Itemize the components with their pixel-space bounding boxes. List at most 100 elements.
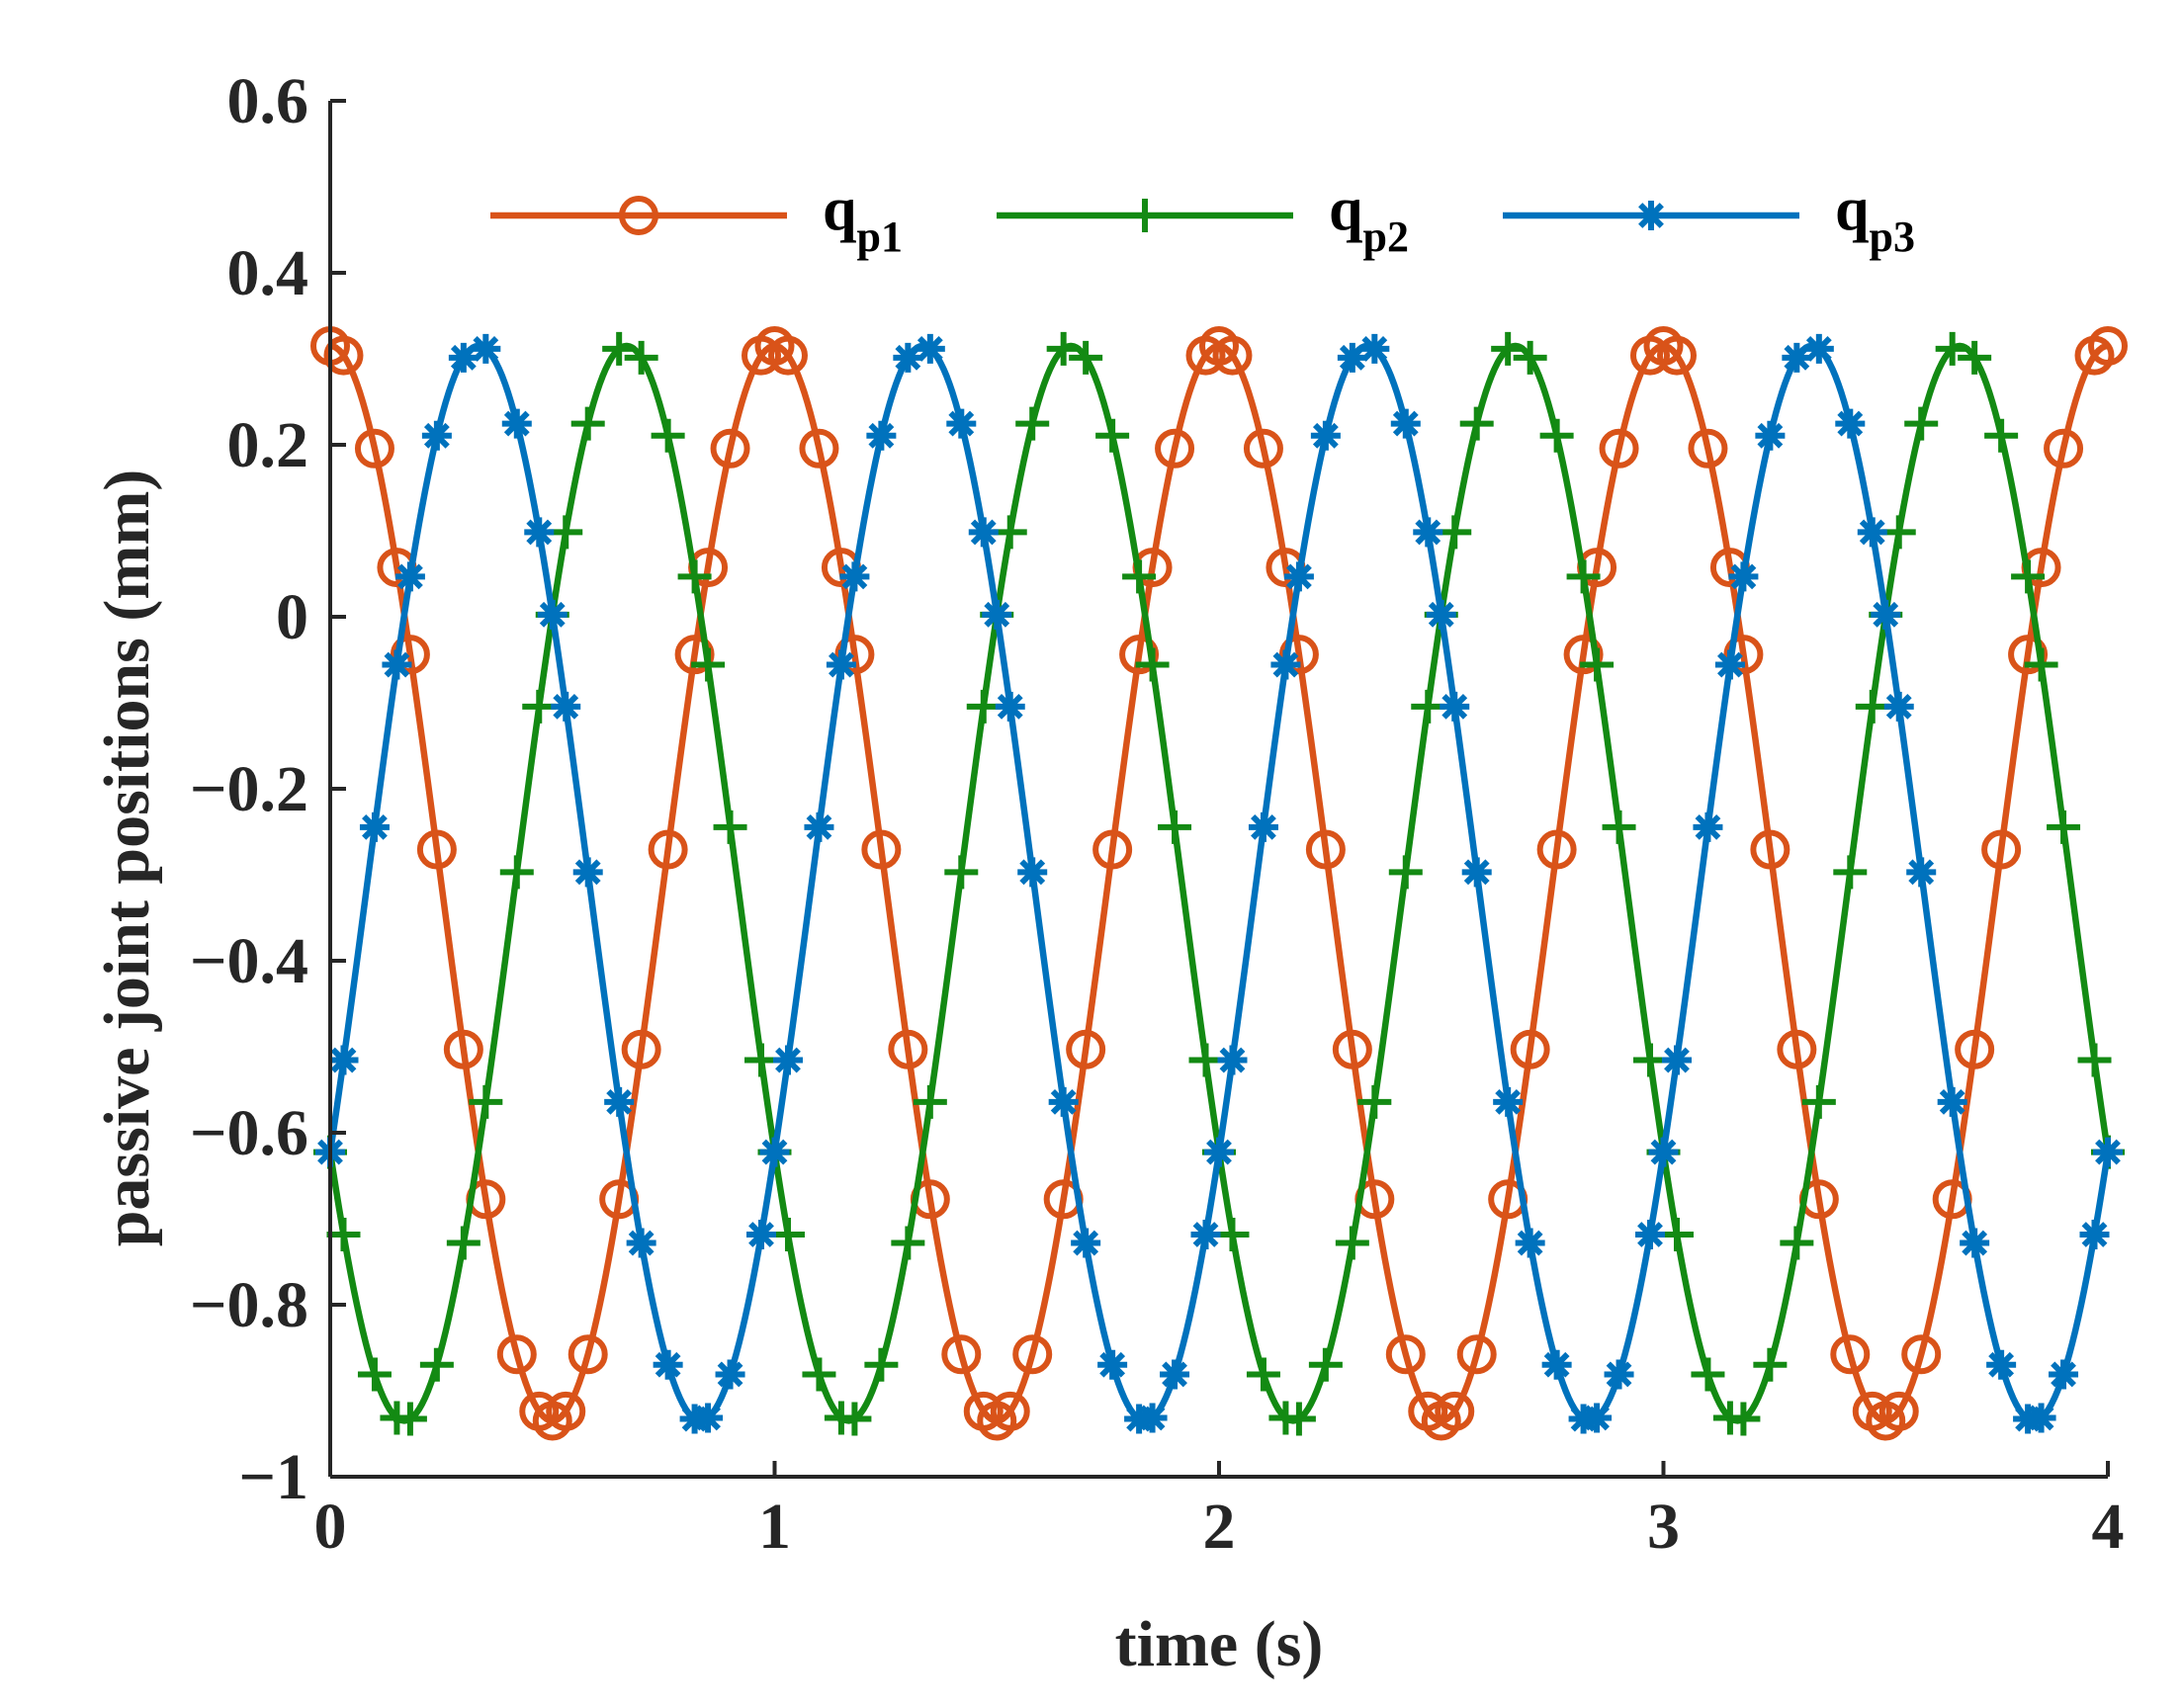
point-p2-53 [1491, 331, 1526, 366]
series-layer [310, 325, 2128, 1441]
point-p3-46 [1337, 342, 1367, 373]
point-p1-72 [1901, 1334, 1942, 1375]
point-p3-8 [501, 408, 532, 439]
point-p1-44 [1278, 635, 1319, 675]
point-p2-72 [1904, 406, 1939, 441]
point-p1-2 [354, 428, 394, 469]
x-tick-label: 2 [1203, 1491, 1236, 1563]
point-p3-67 [1803, 333, 1834, 364]
point-p1-62 [1688, 428, 1728, 469]
point-p2-35 [1095, 418, 1130, 453]
point-p3-3 [382, 649, 412, 680]
point-p3-9 [524, 517, 555, 548]
point-p2-5 [419, 1347, 454, 1382]
point-p2-22 [802, 1357, 836, 1392]
point-p3-52 [1461, 857, 1492, 888]
point-p3-33 [1048, 1086, 1079, 1117]
point-p2-47 [1357, 1084, 1392, 1119]
point-p1-16 [674, 635, 715, 675]
point-p1-11 [546, 1391, 586, 1431]
point-p2-7 [469, 1084, 503, 1119]
point-p2-65 [1753, 1347, 1788, 1382]
point-p2-14 [624, 340, 658, 375]
point-p3-53 [1493, 1086, 1524, 1117]
y-tick-label: 0.2 [227, 409, 309, 481]
point-p2-44 [1281, 1402, 1316, 1436]
point-p2-25 [864, 1347, 899, 1382]
point-p1-1 [323, 335, 364, 376]
legend-marker-p2 [1128, 199, 1162, 232]
point-p3-29 [968, 517, 999, 548]
point-p3-6 [448, 342, 479, 373]
point-p2-12 [570, 406, 605, 441]
point-p2-4 [393, 1402, 427, 1436]
point-p2-52 [1459, 406, 1494, 441]
point-p3-19 [746, 1220, 777, 1249]
point-p2-2 [357, 1357, 392, 1392]
point-p3-25 [866, 420, 897, 451]
y-tick-label: 0.4 [227, 237, 309, 309]
point-p3-74 [1960, 1228, 1990, 1258]
point-p3-12 [572, 857, 603, 888]
point-p3-7 [471, 333, 501, 364]
point-p1-75 [1981, 829, 2022, 870]
x-tick-label: 0 [314, 1491, 347, 1563]
point-p1-65 [1750, 829, 1790, 870]
point-p2-48 [1388, 855, 1423, 890]
point-p1-55 [1536, 829, 1577, 870]
y-tick-label: 0.6 [227, 65, 309, 137]
point-p3-80 [2093, 1137, 2123, 1167]
point-p3-2 [359, 811, 390, 842]
point-p3-13 [604, 1086, 635, 1117]
point-p3-42 [1248, 811, 1278, 842]
x-tick-label: 4 [2092, 1491, 2125, 1563]
legend-label-p1: qp1 [823, 176, 903, 261]
point-p1-56 [1563, 635, 1604, 675]
point-p2-32 [1015, 406, 1050, 441]
point-p3-10 [537, 599, 568, 630]
point-p2-77 [2024, 647, 2058, 682]
legend-item-p2: qp2 [997, 176, 1409, 261]
point-p2-49 [1411, 689, 1445, 724]
point-p1-18 [710, 428, 750, 469]
point-p3-63 [1714, 649, 1745, 680]
y-axis-title: passive joint positions (mm) [91, 470, 163, 1247]
point-p3-43 [1270, 649, 1301, 680]
point-p2-13 [602, 331, 637, 366]
point-p1-54 [1510, 1029, 1550, 1069]
point-p3-44 [1283, 561, 1314, 592]
point-p2-59 [1633, 1043, 1668, 1077]
point-p2-71 [1881, 515, 1916, 550]
point-p3-68 [1835, 408, 1866, 439]
point-p1-21 [767, 335, 808, 376]
axes: 0 1 2 3 4 −1 −0.8 −0.6 −0.4 −0.2 0 0.2 0.4 0.6 [190, 65, 2125, 1563]
point-p3-28 [946, 408, 977, 439]
y-tick-label: −0.6 [190, 1097, 308, 1169]
point-p3-1 [328, 1045, 359, 1075]
series-p3 [315, 333, 2123, 1434]
point-p1-71 [1878, 1391, 1919, 1431]
point-p2-64 [1726, 1402, 1761, 1436]
point-p3-57 [1582, 1403, 1613, 1433]
point-p1-31 [990, 1391, 1030, 1431]
point-p2-58 [1602, 810, 1636, 844]
point-p2-69 [1855, 689, 1889, 724]
point-p2-19 [744, 1043, 779, 1077]
legend-label-p2: qp2 [1329, 176, 1409, 261]
point-p1-14 [621, 1029, 661, 1069]
point-p3-39 [1190, 1220, 1221, 1249]
point-p1-28 [941, 1334, 982, 1375]
point-p3-47 [1359, 333, 1390, 364]
point-p2-11 [549, 515, 583, 550]
point-p1-5 [416, 829, 457, 870]
legend-item-p1: qp1 [490, 176, 903, 261]
point-p3-49 [1413, 517, 1443, 548]
point-p2-79 [2077, 1043, 2112, 1077]
legend-label-p3: qp3 [1835, 176, 1915, 261]
point-p1-36 [1119, 635, 1160, 675]
point-p3-20 [759, 1137, 790, 1167]
x-tick-label: 3 [1647, 1491, 1680, 1563]
point-p1-51 [1435, 1391, 1475, 1431]
point-p3-50 [1426, 599, 1456, 630]
point-p2-75 [1984, 418, 2019, 453]
